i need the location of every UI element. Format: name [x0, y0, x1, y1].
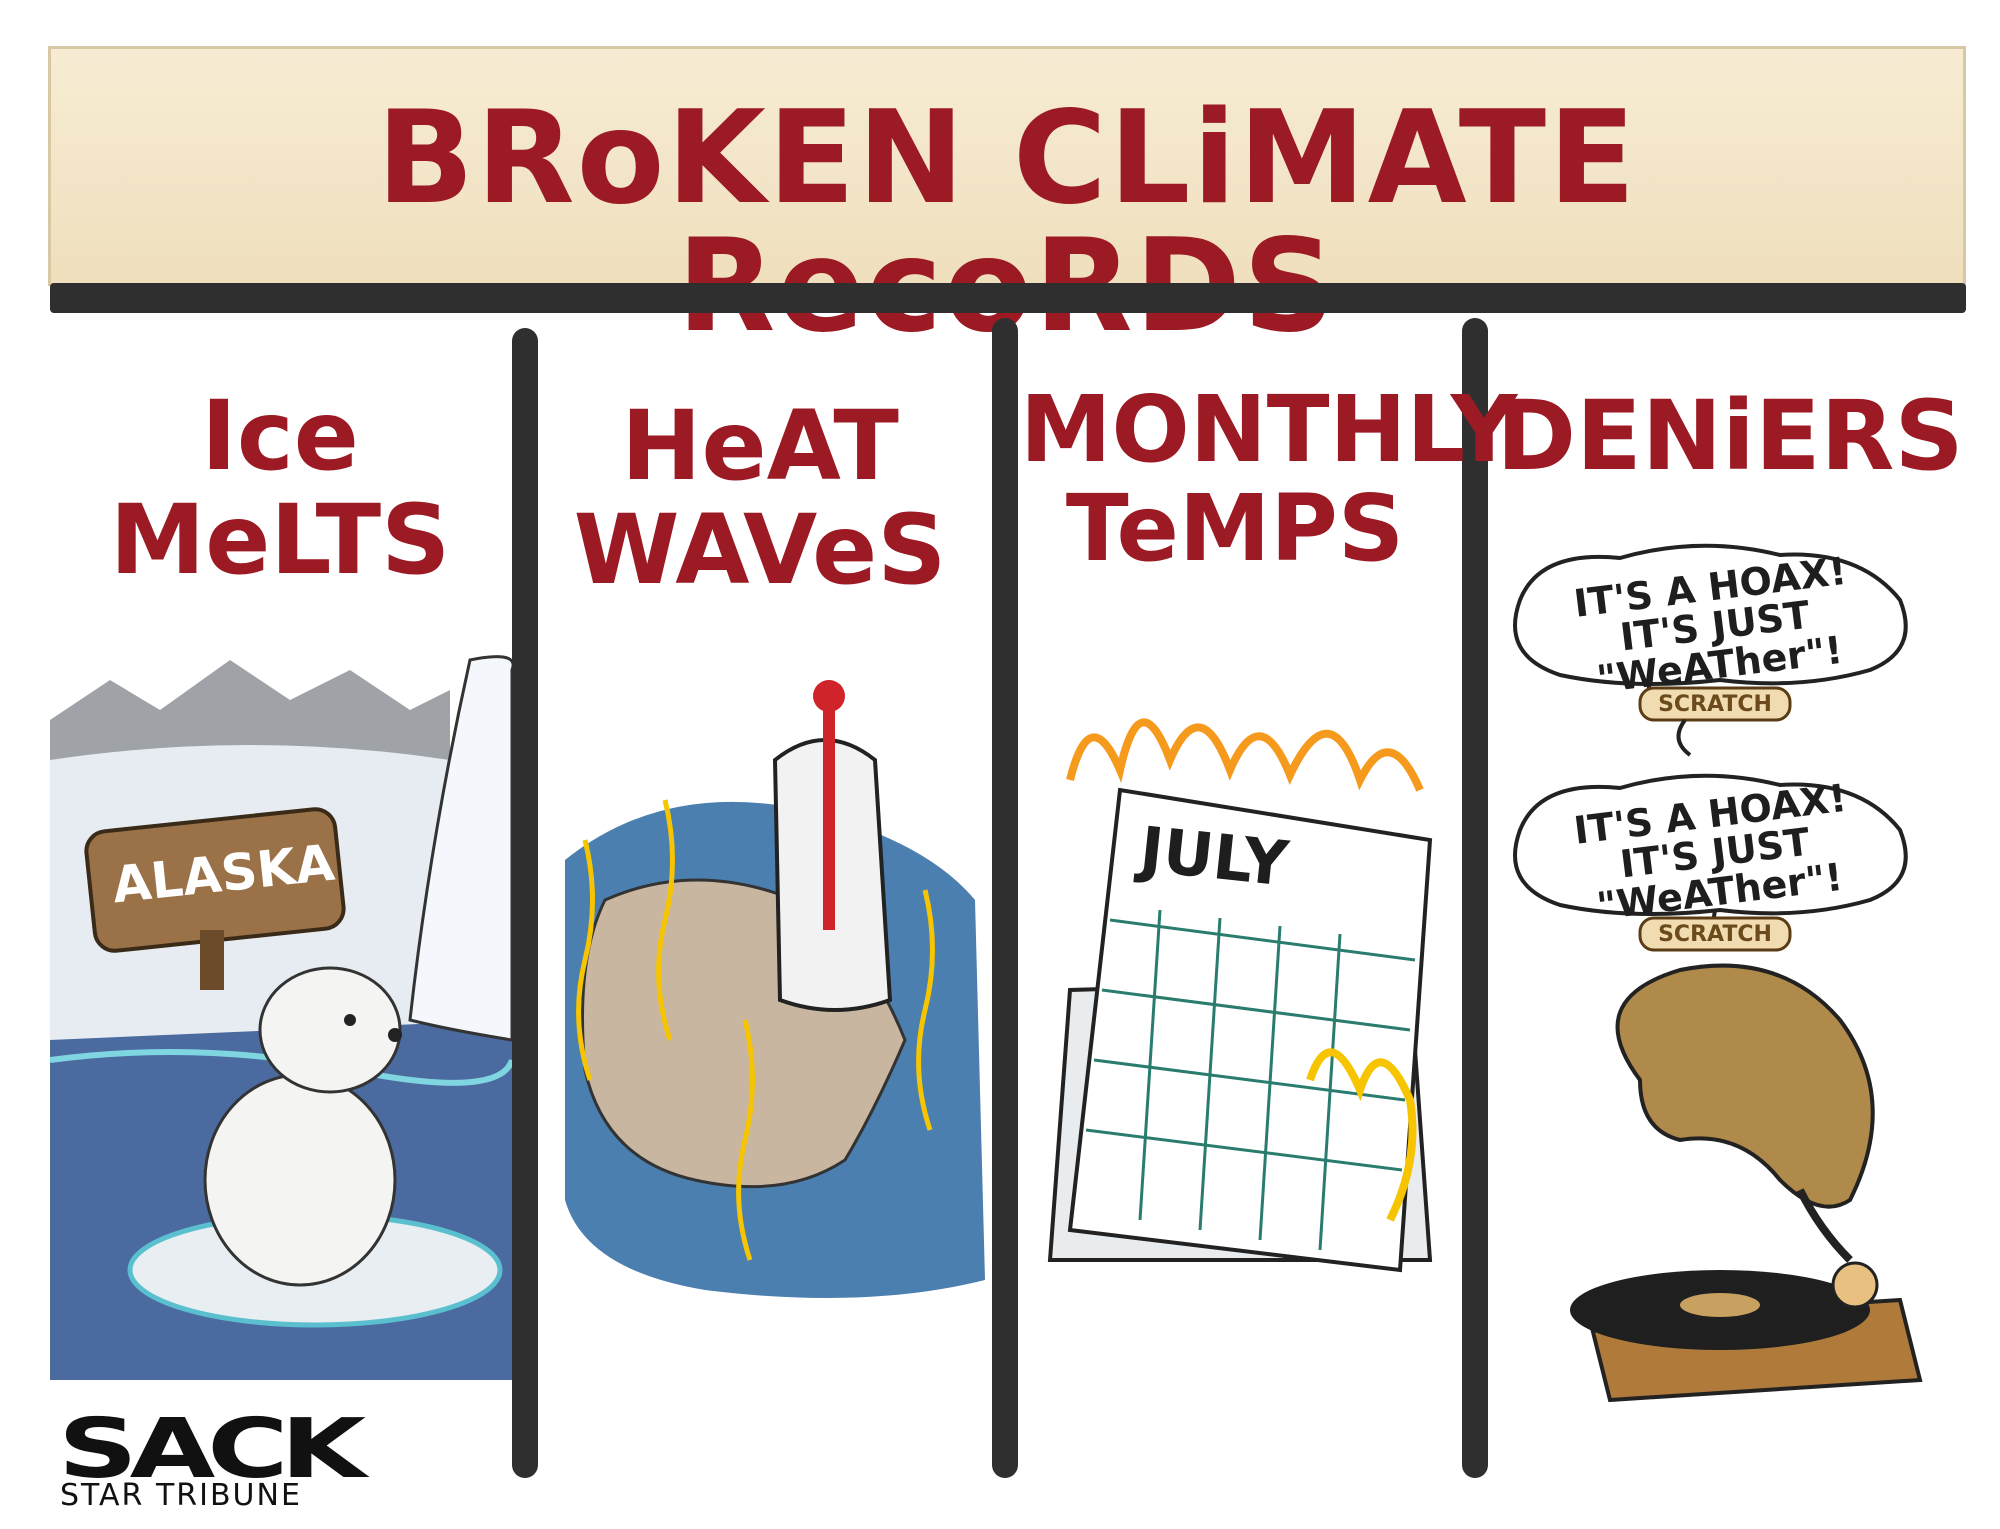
divider-1	[512, 328, 538, 1478]
title-banner: BRoKEN CLiMATE RecoRDS	[48, 46, 1966, 351]
title-line: TeMPS	[1065, 475, 1405, 583]
title-line: DENiERS	[1496, 380, 1964, 492]
header-bar	[50, 283, 1966, 313]
divider-2	[992, 318, 1018, 1478]
gramophone-illustration	[1570, 963, 1923, 1403]
title-line: WAVeS	[573, 493, 947, 606]
heat-waves-illustration	[565, 680, 985, 1298]
artist-signature: SACK	[58, 1402, 366, 1497]
speech-bubbles	[1513, 543, 1908, 952]
title-line: MONTHLY	[1020, 376, 1518, 483]
title-line: Ice	[201, 380, 359, 492]
title-line: HeAT	[621, 390, 899, 502]
title-line: MeLTS	[109, 483, 451, 596]
monthly-temps-illustration	[1047, 718, 1433, 1273]
scratch-label-2: SCRATCH	[1658, 922, 1772, 947]
panel-title-ice-melts: Ice MeLTS	[60, 380, 500, 596]
newspaper-name: STAR TRIBUNE	[60, 1478, 302, 1513]
panel-title-deniers: DENiERS	[1495, 380, 1965, 492]
scratch-label-1: SCRATCH	[1658, 692, 1772, 717]
panel-title-heat-waves: HeAT WAVeS	[545, 390, 975, 606]
divider-3	[1462, 318, 1488, 1478]
ice-melts-illustration	[50, 655, 512, 1380]
panel-title-monthly-temps: MONTHLY TeMPS	[1020, 376, 1518, 583]
calendar-month: JULY	[1136, 812, 1292, 901]
